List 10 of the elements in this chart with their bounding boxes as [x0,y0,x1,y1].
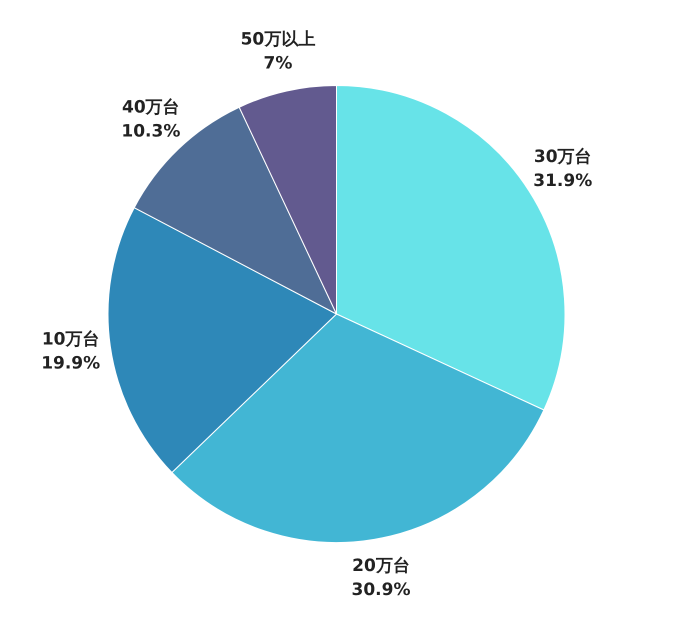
slice-label: 40万台 [122,97,180,118]
data-label: 30.9% [352,580,410,600]
data-label: 7% [263,53,292,74]
data-label: 31.9% [533,170,592,191]
slice-label: 30万台 [534,146,592,167]
data-label: 19.9% [41,353,100,374]
slice-label: 20万台 [352,556,410,576]
slice-label: 50万以上 [240,29,316,50]
slice-label: 10万台 [42,329,100,350]
data-label: 10.3% [121,121,180,142]
